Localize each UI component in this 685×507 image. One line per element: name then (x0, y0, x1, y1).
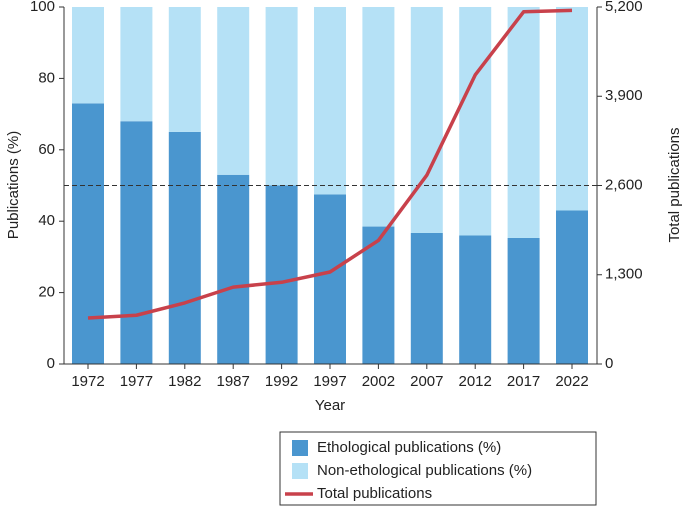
x-tick-label: 1972 (71, 373, 104, 390)
bar (72, 103, 104, 364)
y-tick-label: 80 (38, 69, 55, 86)
bar (217, 7, 250, 175)
x-tick-label: 1987 (217, 373, 250, 390)
x-tick-label: 2007 (410, 373, 443, 390)
bar (556, 210, 588, 364)
legend-box (279, 431, 597, 506)
y-tick-label: 20 (38, 284, 55, 301)
y2-tick-label: 3,900 (605, 87, 643, 104)
bar (507, 237, 540, 364)
line (87, 8, 573, 320)
x-axis-title: Year (315, 397, 345, 414)
legend-swatch (292, 440, 308, 456)
legend-label: Total publications (317, 485, 432, 502)
x-tick-label: 1982 (168, 373, 201, 390)
bar (217, 174, 250, 364)
x-tick-label: 2002 (362, 373, 395, 390)
y-axis-title: Publications (%) (5, 131, 22, 239)
bar (168, 7, 201, 132)
bar (314, 7, 346, 195)
bar (120, 121, 153, 365)
bar (410, 232, 443, 364)
x-tick-label: 1977 (120, 373, 153, 390)
bar (314, 194, 346, 364)
legend-label: Ethological publications (%) (317, 439, 501, 456)
x-tick-label: 2022 (555, 373, 588, 390)
bar (410, 7, 443, 233)
bar (459, 7, 492, 236)
bar (556, 7, 588, 211)
bar (265, 7, 298, 186)
bar (265, 185, 298, 364)
y2-tick-label: 5,200 (605, 0, 643, 15)
bar (72, 7, 104, 104)
y-tick-label: 60 (38, 141, 55, 158)
bar (507, 7, 540, 238)
x-tick-label: 2017 (507, 373, 540, 390)
bar (362, 7, 395, 227)
x-tick-label: 1997 (313, 373, 346, 390)
y2-tick-label: 1,300 (605, 266, 643, 283)
x-tick-label: 2012 (459, 373, 492, 390)
y-tick-label: 40 (38, 212, 55, 229)
bar (459, 235, 492, 364)
y2-tick-label: 2,600 (605, 176, 643, 193)
y-tick-label: 100 (30, 0, 55, 15)
legend-swatch (292, 463, 308, 479)
y-tick-label: 0 (47, 355, 55, 372)
y2-tick-label: 0 (605, 355, 613, 372)
legend-label: Non-ethological publications (%) (317, 462, 532, 479)
y2-axis-title: Total publications (666, 127, 683, 242)
bar (168, 131, 201, 364)
x-tick-label: 1992 (265, 373, 298, 390)
bar (120, 7, 153, 122)
